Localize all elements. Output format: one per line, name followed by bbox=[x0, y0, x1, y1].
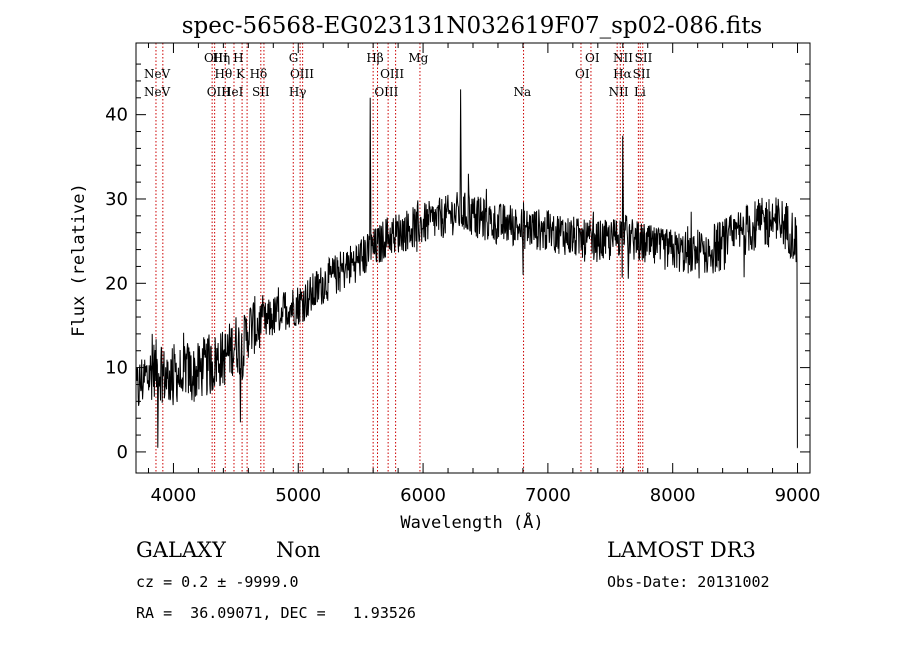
x-tick-label: 4000 bbox=[151, 485, 197, 506]
spectral-line-label: Hα bbox=[613, 67, 632, 81]
x-tick-label: 8000 bbox=[650, 485, 696, 506]
axis-ticks: 4000 5000 6000 7000 8000 9000 0 10 20 30 40 bbox=[105, 43, 820, 506]
spectral-line-label: HeI bbox=[221, 85, 244, 99]
spectral-line-label: OIII bbox=[374, 85, 398, 99]
object-subclass: Non bbox=[276, 538, 321, 562]
spectral-line-label: K bbox=[236, 67, 246, 81]
x-axis-title: Wavelength (Å) bbox=[400, 511, 543, 533]
redshift-readout: cz = 0.2 ± -9999.0 bbox=[136, 573, 299, 591]
y-tick-label: 30 bbox=[105, 189, 128, 210]
spectral-line-label: NII bbox=[609, 85, 629, 99]
sky-coordinates: RA = 36.09071, DEC = 1.93526 bbox=[136, 604, 416, 622]
x-tick-label: 5000 bbox=[275, 485, 321, 506]
spectral-line-label: NeV bbox=[144, 67, 171, 81]
spectral-line-markers bbox=[155, 43, 644, 473]
spectral-line-label: G bbox=[289, 51, 299, 65]
y-axis-title: Flux (relative) bbox=[69, 183, 89, 337]
spectral-line-label: NeV bbox=[144, 85, 171, 99]
spectral-line-label: H bbox=[233, 51, 243, 65]
spectral-line-label: Mg bbox=[408, 51, 428, 65]
spectral-line-label: NII bbox=[613, 51, 633, 65]
spectral-line-label: OIII bbox=[204, 51, 228, 65]
y-tick-label: 10 bbox=[105, 358, 128, 379]
spectral-line-label: OI bbox=[575, 67, 590, 81]
plot-frame bbox=[135, 42, 811, 474]
observation-date: Obs-Date: 20131002 bbox=[607, 573, 770, 591]
spectral-line-label: Hβ bbox=[366, 51, 383, 65]
spectrum-line bbox=[135, 89, 798, 449]
spectral-line-label: OIII bbox=[380, 67, 404, 81]
y-tick-label: 40 bbox=[105, 105, 128, 126]
x-tick-label: 7000 bbox=[525, 485, 571, 506]
chart-title: spec-56568-EG023131N032619F07_sp02-086.f… bbox=[182, 13, 763, 39]
spectral-line-label: SII bbox=[633, 67, 651, 81]
spectral-line-label: OIII bbox=[290, 67, 314, 81]
spectral-line-label: Hγ bbox=[289, 85, 307, 99]
spectral-line-label: Hθ bbox=[215, 67, 233, 81]
spectral-line-label: Na bbox=[513, 85, 531, 99]
spectral-line-label: Hη bbox=[213, 51, 231, 65]
spectral-line-label: Li bbox=[634, 85, 646, 99]
y-tick-label: 20 bbox=[105, 273, 128, 294]
spectral-line-label: Hδ bbox=[250, 67, 268, 81]
spectral-line-label: SII bbox=[252, 85, 270, 99]
spectral-line-label: OI bbox=[585, 51, 600, 65]
object-class: GALAXY bbox=[136, 538, 226, 562]
x-tick-label: 9000 bbox=[775, 485, 821, 506]
survey-name: LAMOST DR3 bbox=[607, 538, 756, 562]
spectral-line-label: SII bbox=[635, 51, 653, 65]
x-tick-label: 6000 bbox=[400, 485, 446, 506]
y-tick-label: 0 bbox=[117, 442, 128, 463]
spectral-line-label: OIII bbox=[207, 85, 231, 99]
